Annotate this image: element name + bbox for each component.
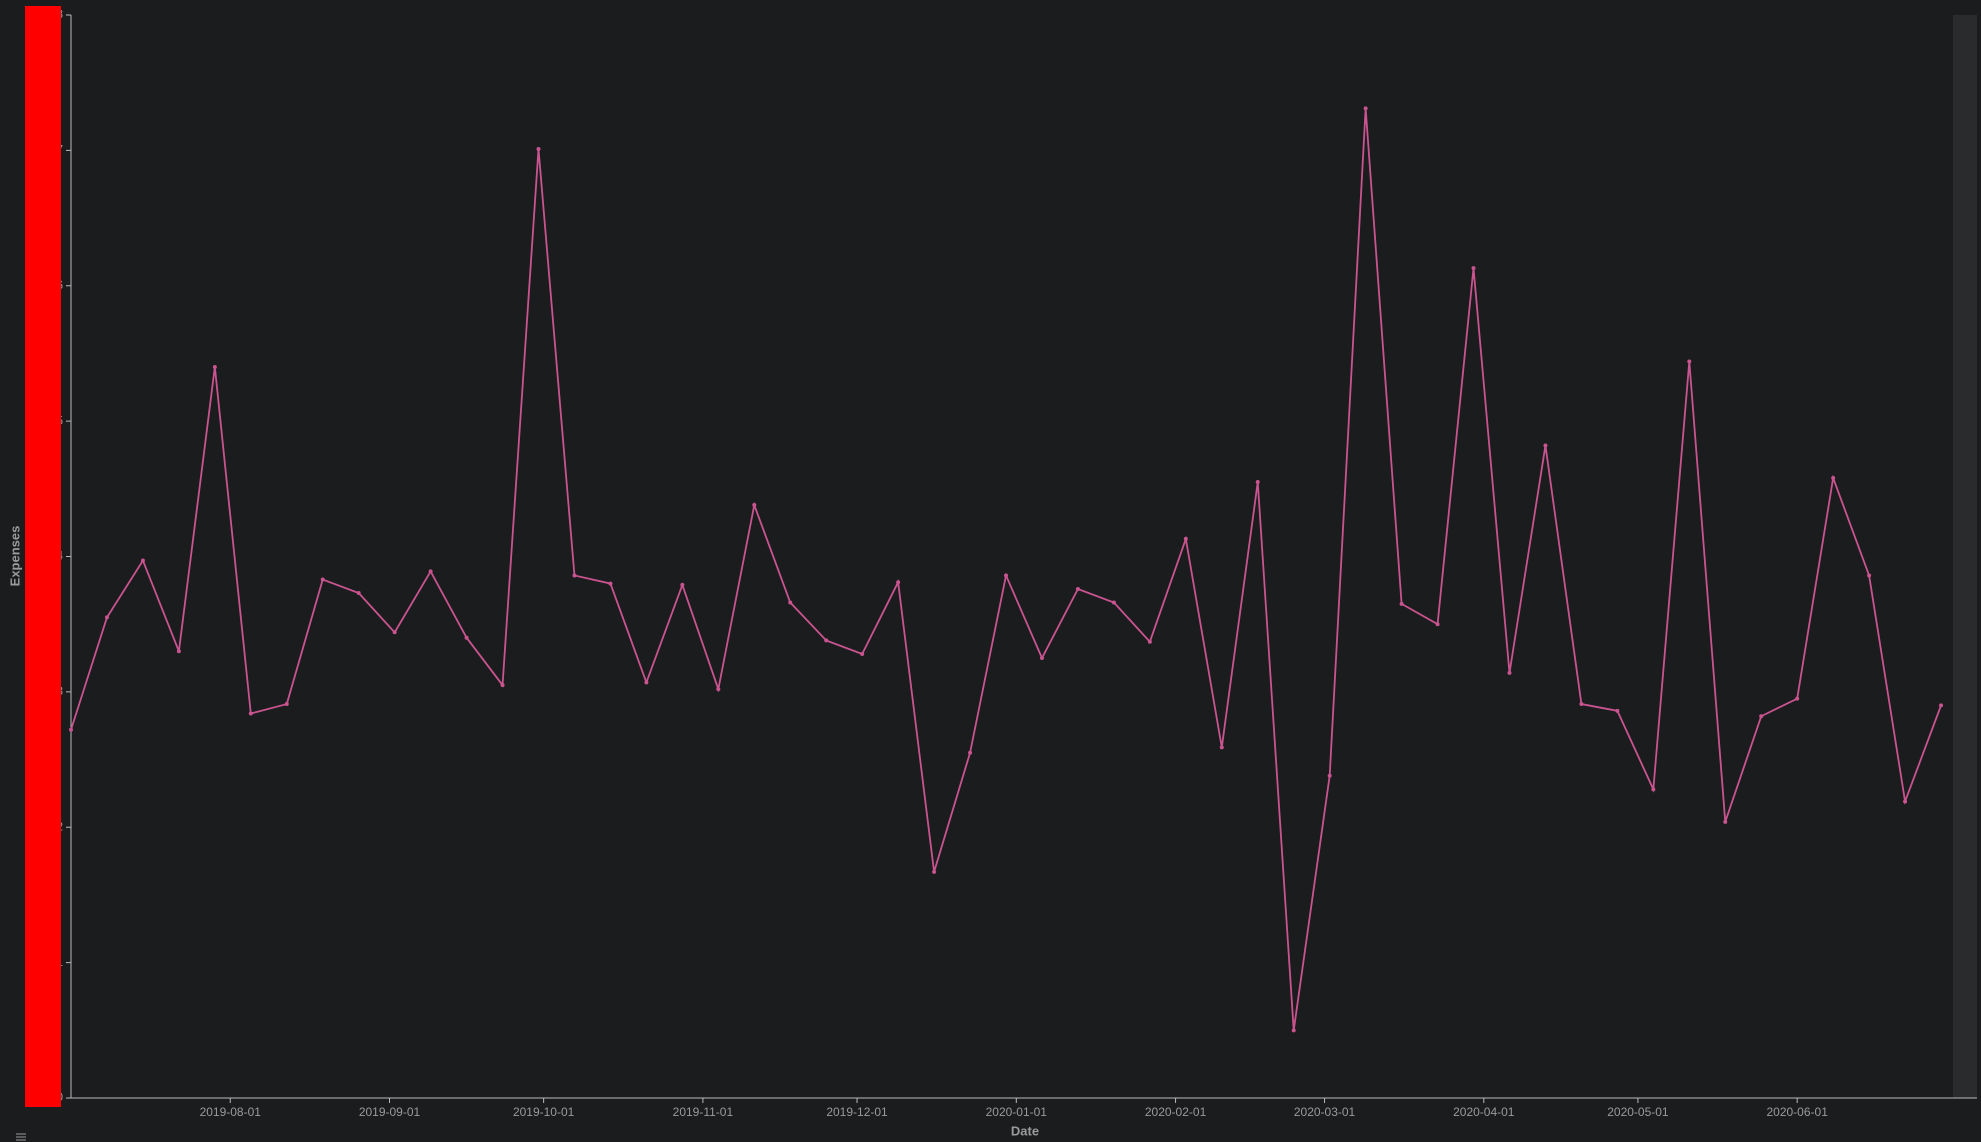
point <box>320 577 325 582</box>
point <box>1327 773 1332 778</box>
point <box>788 600 793 605</box>
x-axis-label: Date <box>1011 1123 1039 1138</box>
point <box>356 591 361 596</box>
x-tick-label: 2019-08-01 <box>200 1105 262 1119</box>
x-tick-label: 2019-09-01 <box>359 1105 421 1119</box>
y-axis-cover <box>25 6 61 1107</box>
x-tick-label: 2020-01-01 <box>986 1105 1048 1119</box>
point <box>212 364 217 369</box>
x-tick-label: 2019-10-01 <box>513 1105 575 1119</box>
point <box>1723 819 1728 824</box>
point <box>176 649 181 654</box>
point <box>896 580 901 585</box>
point <box>1867 573 1872 578</box>
point <box>644 680 649 685</box>
point <box>1471 266 1476 271</box>
x-tick-label: 2020-05-01 <box>1607 1105 1669 1119</box>
point <box>932 869 937 874</box>
point <box>1435 622 1440 627</box>
point <box>1795 696 1800 701</box>
point <box>464 635 469 640</box>
point <box>69 727 73 732</box>
point <box>968 750 973 755</box>
point <box>428 569 433 574</box>
point <box>1075 586 1080 591</box>
point <box>1183 536 1188 541</box>
x-tick-label: 2019-11-01 <box>673 1105 734 1119</box>
point <box>1831 475 1836 480</box>
point <box>1004 573 1009 578</box>
point <box>1903 799 1908 804</box>
x-tick-label: 2020-04-01 <box>1453 1105 1515 1119</box>
point <box>608 581 613 586</box>
point <box>1255 480 1260 485</box>
point <box>1291 1028 1296 1033</box>
point <box>1219 745 1224 750</box>
point <box>824 638 829 643</box>
y-axis-label: Expenses <box>7 526 22 587</box>
point <box>1147 639 1152 644</box>
point <box>1651 787 1656 792</box>
x-tick-label: 2020-03-01 <box>1294 1105 1356 1119</box>
point <box>1759 714 1764 719</box>
point <box>1939 703 1944 708</box>
point <box>1579 702 1584 707</box>
point <box>680 582 685 587</box>
menu-icon[interactable] <box>16 1133 26 1141</box>
point <box>1039 656 1044 661</box>
point <box>860 651 865 656</box>
point <box>536 147 541 152</box>
point <box>1615 708 1620 713</box>
point <box>1687 359 1692 364</box>
point <box>572 573 577 578</box>
point <box>1507 670 1512 675</box>
point <box>1543 443 1548 448</box>
x-tick-label: 2019-12-01 <box>826 1105 888 1119</box>
point <box>1363 106 1368 111</box>
point <box>284 702 289 707</box>
point <box>752 503 757 508</box>
point <box>104 615 109 620</box>
point <box>392 630 397 635</box>
scroll-panel <box>1953 15 1977 1098</box>
point <box>716 687 721 692</box>
point <box>248 711 253 716</box>
point <box>1111 600 1116 605</box>
x-tick-label: 2020-02-01 <box>1145 1105 1207 1119</box>
x-tick-label: 2020-06-01 <box>1766 1105 1828 1119</box>
point <box>1399 601 1404 606</box>
point <box>500 683 505 688</box>
point <box>140 558 145 563</box>
